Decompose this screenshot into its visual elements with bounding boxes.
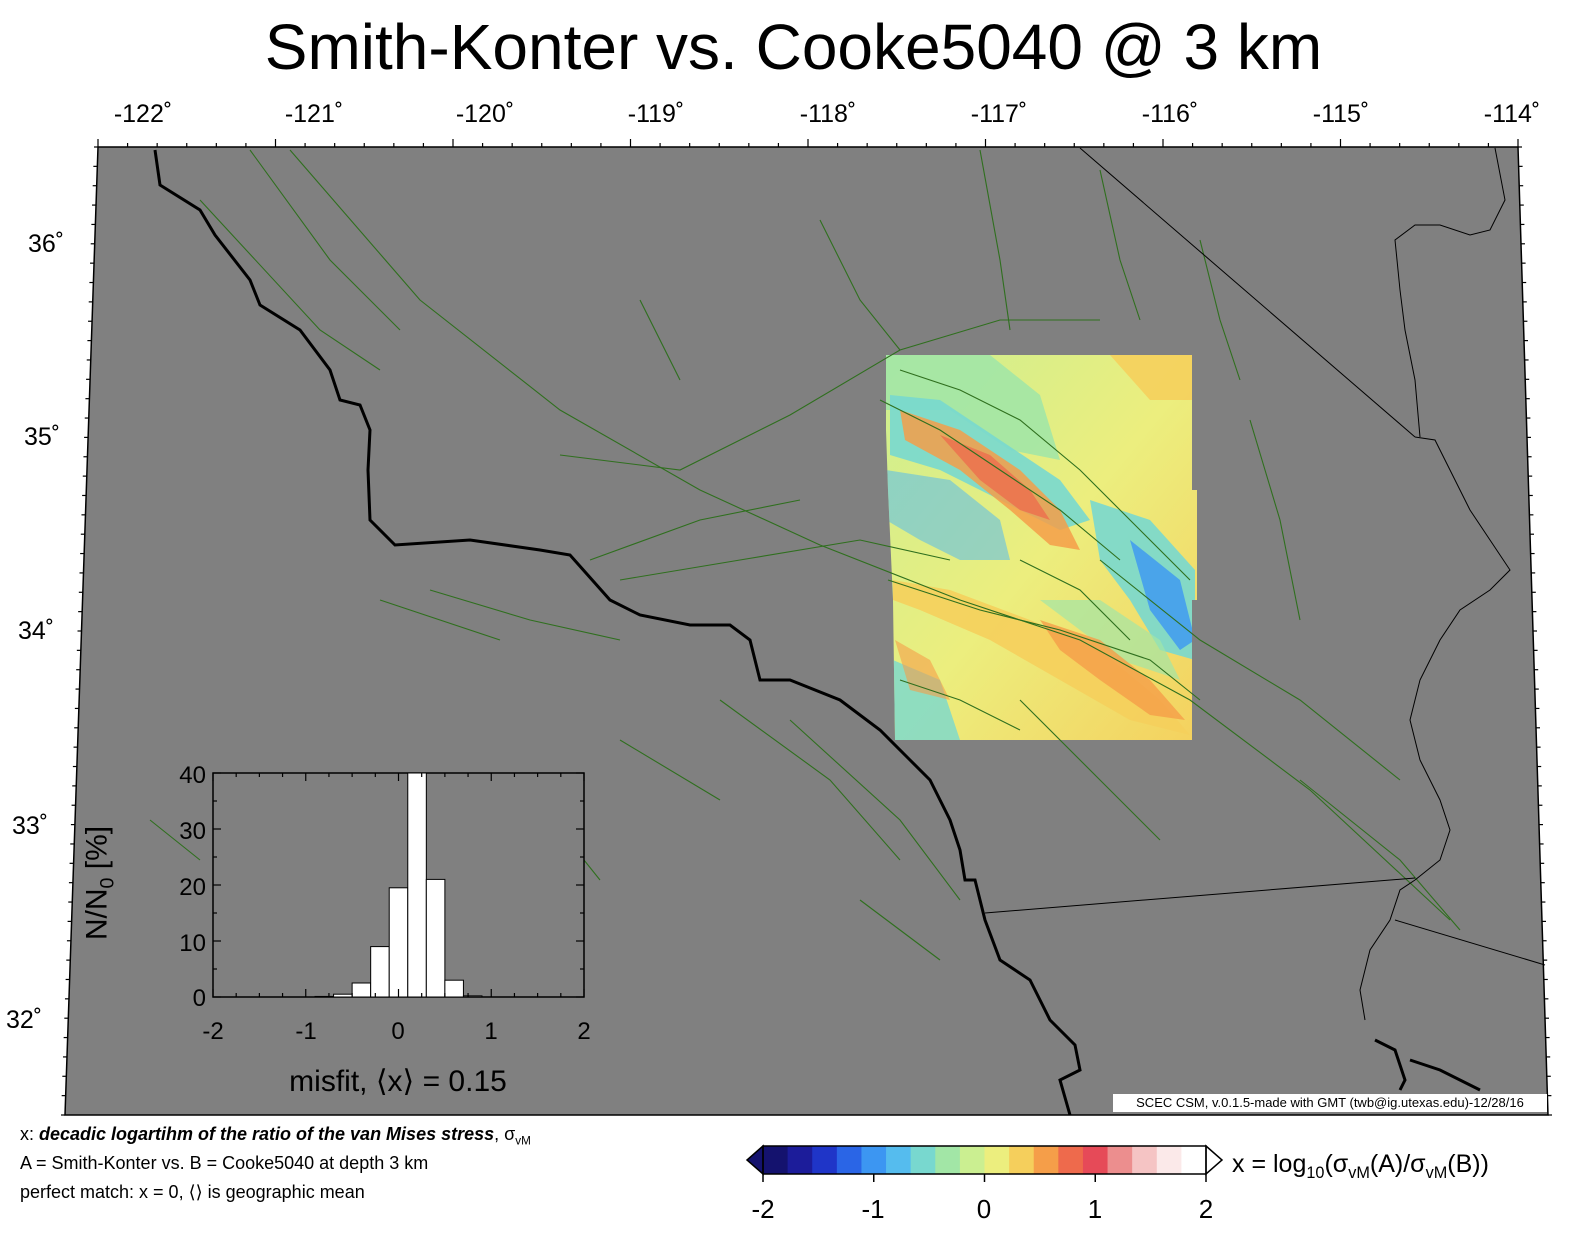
stress-ratio-grid bbox=[886, 355, 1197, 740]
histogram-bar bbox=[388, 887, 409, 998]
colorbar bbox=[745, 1144, 1224, 1182]
lon-tick-label: -115˚ bbox=[1312, 100, 1370, 128]
note-line-2: A = Smith-Konter vs. B = Cooke5040 at de… bbox=[20, 1153, 429, 1173]
colorbar-swatch bbox=[910, 1146, 936, 1174]
colorbar-swatch bbox=[935, 1146, 961, 1174]
lon-tick-label: -114˚ bbox=[1483, 100, 1541, 128]
lon-tick-label: -116˚ bbox=[1141, 100, 1199, 128]
colorbar-swatch bbox=[763, 1146, 789, 1174]
map-frame-ticks bbox=[61, 139, 1552, 1116]
colorbar-tick-label: -2 bbox=[751, 1194, 775, 1224]
histogram-bar bbox=[462, 995, 483, 998]
map-title: Smith-Konter vs. Cooke5040 @ 3 km bbox=[264, 11, 1323, 83]
histogram-ytick: 10 bbox=[179, 930, 206, 957]
colorbar-swatch bbox=[836, 1146, 862, 1174]
lat-tick-label: 32˚ bbox=[6, 1006, 43, 1034]
histogram-xlabel: misfit, ⟨x⟩ = 0.15 bbox=[289, 1065, 507, 1098]
histogram-ytick: 0 bbox=[192, 985, 206, 1012]
histogram-ytick: 40 bbox=[179, 762, 206, 789]
histogram-ytick: 20 bbox=[179, 874, 206, 901]
histogram-xtick: 0 bbox=[391, 1018, 405, 1045]
colorbar-label: x = log10(σvM(A)/σvM(B)) bbox=[1232, 1150, 1489, 1182]
lon-tick-label: -120˚ bbox=[455, 100, 515, 128]
lat-tick-label: 35˚ bbox=[24, 423, 61, 451]
colorbar-tick-label: 1 bbox=[1087, 1194, 1103, 1224]
histogram-ylabel: N/N0 [%] bbox=[80, 825, 119, 941]
fault-lines bbox=[149, 149, 1461, 961]
colorbar-swatch bbox=[787, 1146, 813, 1174]
colorbar-swatch bbox=[984, 1146, 1010, 1174]
lon-tick-label: -122˚ bbox=[113, 100, 173, 128]
histogram-bars bbox=[314, 772, 483, 998]
colorbar-tick-label: 0 bbox=[976, 1194, 992, 1224]
histogram-xtick: -1 bbox=[295, 1018, 317, 1045]
lon-tick-label: -118˚ bbox=[799, 100, 857, 128]
state-borders bbox=[984, 147, 1546, 1021]
colorbar-swatch bbox=[1107, 1146, 1133, 1174]
histogram-xtick: 2 bbox=[577, 1018, 591, 1045]
lat-tick-label: 36˚ bbox=[28, 230, 65, 258]
colorbar-swatch bbox=[1082, 1146, 1109, 1174]
colorbar-tick-label: -1 bbox=[861, 1194, 885, 1224]
colorbar-swatch bbox=[1132, 1146, 1158, 1174]
histogram-bar bbox=[351, 982, 372, 998]
colorbar-swatch bbox=[1156, 1146, 1182, 1174]
colorbar-swatch bbox=[886, 1146, 912, 1174]
histogram-ticks bbox=[212, 772, 585, 998]
histogram-bar bbox=[407, 772, 427, 998]
lat-tick-label: 34˚ bbox=[18, 617, 55, 645]
lon-tick-label: -121˚ bbox=[284, 100, 344, 128]
histogram-xtick: -2 bbox=[202, 1018, 224, 1045]
histogram-bar bbox=[425, 878, 446, 998]
lon-tick-label: -117˚ bbox=[970, 100, 1028, 128]
colorbar-swatch bbox=[1009, 1146, 1035, 1174]
note-line-3: perfect match: x = 0, ⟨⟩ is geographic m… bbox=[20, 1182, 365, 1202]
note-line-1: x: decadic logartihm of the ratio of the… bbox=[20, 1124, 531, 1148]
coastline bbox=[153, 149, 1082, 1116]
histogram-xtick: 1 bbox=[484, 1018, 498, 1045]
histogram-ytick: 30 bbox=[179, 818, 206, 845]
colorbar-tick-label: 2 bbox=[1198, 1194, 1214, 1224]
colorbar-swatch bbox=[959, 1146, 985, 1174]
colorbar-swatch bbox=[1033, 1146, 1059, 1174]
histogram-bar bbox=[444, 979, 464, 998]
lat-tick-label: 33˚ bbox=[12, 812, 49, 840]
histogram-bar bbox=[370, 946, 390, 998]
colorbar-swatch bbox=[861, 1146, 887, 1174]
colorbar-swatch bbox=[812, 1146, 838, 1174]
credit-text: SCEC CSM, v.0.1.5-made with GMT (twb@ig.… bbox=[1113, 1094, 1547, 1112]
histogram-bar bbox=[333, 993, 353, 998]
colorbar-swatch bbox=[1058, 1146, 1084, 1174]
colorbar-swatch bbox=[1181, 1146, 1207, 1174]
lon-tick-label: -119˚ bbox=[627, 100, 685, 128]
histogram-bar bbox=[314, 995, 335, 998]
